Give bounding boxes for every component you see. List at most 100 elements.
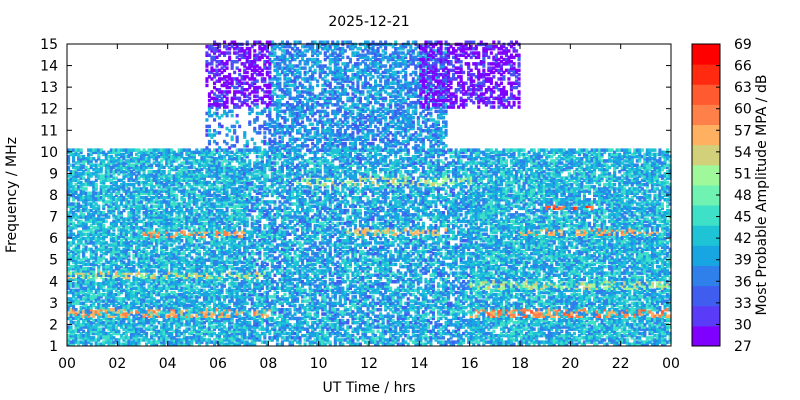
heatmap-cell	[79, 232, 83, 236]
heatmap-cell	[97, 170, 101, 174]
heatmap-cell	[127, 221, 131, 226]
heatmap-cell	[150, 256, 154, 260]
heatmap-cell	[109, 295, 113, 299]
heatmap-cell	[82, 333, 86, 338]
heatmap-cell	[112, 232, 116, 236]
heatmap-cell	[124, 275, 128, 280]
heatmap-cell	[77, 193, 81, 198]
heatmap-cell	[99, 258, 103, 262]
heatmap-cell	[147, 262, 151, 267]
heatmap-cell	[129, 241, 133, 245]
heatmap-cell	[89, 321, 93, 325]
heatmap-cell	[127, 191, 131, 195]
heatmap-cell	[135, 239, 139, 243]
heatmap-cell	[114, 193, 118, 198]
heatmap-cell	[107, 159, 111, 163]
heatmap-cell	[69, 178, 73, 183]
heatmap-cell	[77, 208, 81, 213]
heatmap-cell	[129, 165, 133, 170]
heatmap-cell	[122, 217, 126, 221]
heatmap-cell	[122, 165, 126, 170]
heatmap-cell	[127, 245, 131, 249]
heatmap-cell	[94, 251, 98, 256]
heatmap-cell	[147, 241, 151, 245]
heatmap-cell	[127, 176, 131, 180]
heatmap-cell	[92, 301, 96, 306]
heatmap-cell	[82, 303, 86, 308]
heatmap-cell	[82, 262, 86, 267]
heatmap-cell	[84, 226, 88, 230]
heatmap-cell	[79, 269, 83, 273]
heatmap-cell	[74, 245, 78, 249]
heatmap-cell	[94, 236, 98, 241]
heatmap-cell	[107, 165, 111, 170]
heatmap-cell	[145, 191, 149, 195]
heatmap-cell	[109, 336, 113, 340]
heatmap-cell	[79, 258, 83, 262]
heatmap-cell	[89, 172, 93, 176]
heatmap-cell	[112, 219, 116, 224]
heatmap-cell	[140, 219, 144, 224]
heatmap-cell	[127, 247, 131, 252]
heatmap-cell	[67, 182, 71, 187]
heatmap-cell	[135, 338, 139, 342]
heatmap-cell	[97, 152, 101, 157]
heatmap-cell	[145, 267, 149, 271]
heatmap-cell	[77, 219, 81, 224]
heatmap-cell	[137, 284, 141, 288]
heatmap-cell	[97, 239, 101, 243]
heatmap-cell	[74, 176, 78, 180]
heatmap-cell	[84, 286, 88, 290]
heatmap-cell	[107, 267, 111, 271]
heatmap-cell	[122, 297, 126, 301]
heatmap-cell	[124, 256, 128, 260]
heatmap-cell	[82, 187, 86, 191]
heatmap-cell	[94, 310, 98, 314]
heatmap-cell	[147, 286, 151, 290]
heatmap-cell	[107, 275, 111, 280]
heatmap-cell	[142, 280, 146, 284]
heatmap-cell	[69, 191, 73, 195]
heatmap-cell	[114, 185, 118, 189]
heatmap-cell	[137, 176, 141, 180]
heatmap-cell	[145, 182, 149, 187]
heatmap-cell	[124, 280, 128, 284]
heatmap-cell	[122, 204, 126, 208]
heatmap-cell	[145, 223, 149, 228]
heatmap-cell	[147, 310, 151, 314]
heatmap-cell	[119, 193, 123, 198]
heatmap-cell	[69, 226, 73, 230]
heatmap-cell	[137, 172, 141, 176]
heatmap-cell	[89, 152, 93, 157]
heatmap-cell	[117, 217, 121, 221]
heatmap-cell	[114, 249, 118, 254]
heatmap-cell	[69, 170, 73, 174]
heatmap-cell	[77, 185, 81, 189]
heatmap-cell	[107, 200, 111, 204]
heatmap-cell	[97, 286, 101, 290]
heatmap-cell	[112, 323, 116, 327]
heatmap-cell	[92, 321, 96, 325]
heatmap-cell	[89, 269, 93, 273]
heatmap-cell	[104, 154, 108, 159]
heatmap-cell	[72, 226, 76, 230]
heatmap-cell	[124, 323, 128, 327]
heatmap-cell	[119, 185, 123, 189]
heatmap-cell	[135, 221, 139, 226]
heatmap-cell	[142, 316, 146, 321]
heatmap-cell	[135, 219, 139, 224]
heatmap-cell	[87, 292, 91, 297]
heatmap-cell	[99, 228, 103, 232]
heatmap-cell	[127, 241, 131, 245]
heatmap-cell	[112, 206, 116, 211]
heatmap-cell	[112, 208, 116, 213]
heatmap-cell	[124, 150, 128, 155]
heatmap-cell	[94, 226, 98, 230]
heatmap-cell	[84, 303, 88, 308]
heatmap-cell	[92, 204, 96, 208]
heatmap-cell	[150, 275, 154, 280]
heatmap-cell	[135, 299, 139, 303]
heatmap-cell	[114, 148, 118, 152]
heatmap-cell	[107, 303, 111, 308]
heatmap-cell	[117, 286, 121, 290]
